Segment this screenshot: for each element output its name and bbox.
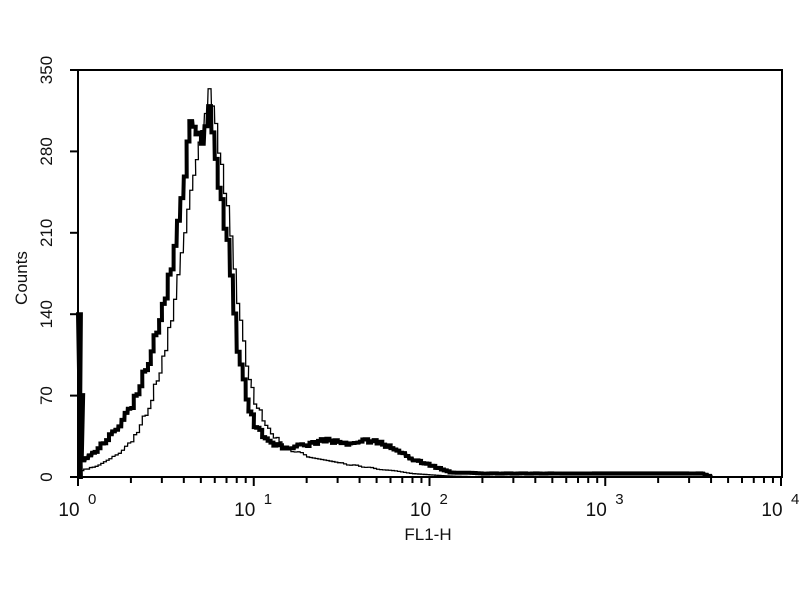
x-tick-label: 10: [761, 500, 782, 521]
series-layer: [75, 88, 713, 479]
x-tick-label: 10: [586, 500, 607, 521]
x-tick-exponent: 4: [791, 491, 799, 508]
x-tick-label: 10: [58, 500, 79, 521]
y-tick-label: 0: [37, 472, 56, 481]
y-tick-label: 210: [37, 219, 56, 247]
x-tick-exponent: 1: [264, 491, 272, 508]
x-tick-exponent: 3: [615, 491, 623, 508]
x-tick-label: 10: [410, 500, 431, 521]
plot-frame: [77, 69, 783, 478]
y-tick-label: 280: [37, 137, 56, 165]
series-thin-line: [78, 88, 483, 478]
y-tick-label: 140: [37, 300, 56, 328]
y-tick-label: 70: [37, 386, 56, 405]
y-tick-label: 350: [37, 56, 56, 84]
y-axis-title: Counts: [12, 251, 31, 305]
x-axis-title: FL1-H: [404, 525, 451, 544]
series-thick-line: [75, 104, 713, 479]
x-tick-label: 10: [234, 500, 255, 521]
x-tick-exponent: 0: [88, 491, 96, 508]
x-tick-exponent: 2: [440, 491, 448, 508]
